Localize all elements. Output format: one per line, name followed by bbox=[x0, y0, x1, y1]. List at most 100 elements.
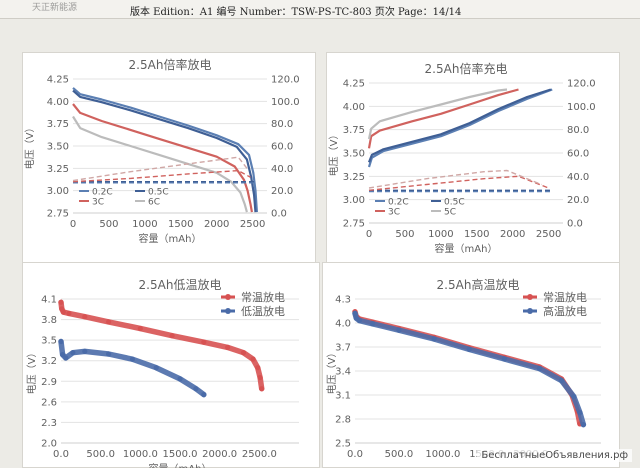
data-point bbox=[370, 321, 376, 327]
data-point bbox=[66, 310, 72, 316]
x-tick-label: 500 bbox=[395, 229, 414, 240]
y2-tick-label: 0.0 bbox=[567, 219, 583, 230]
data-point bbox=[352, 310, 358, 316]
series-trail-1 bbox=[58, 299, 265, 392]
data-point bbox=[153, 365, 159, 371]
data-point bbox=[201, 339, 207, 345]
data-point bbox=[580, 422, 586, 428]
chart-rate-charge: 2.75 3.00 3.25 3.50 3.75 4.00 4.25 0.0 20.0 40.0 6… bbox=[327, 61, 596, 255]
x-axis-label: 容量（mAh） bbox=[435, 242, 498, 255]
x-tick-label: 0.0 bbox=[347, 449, 363, 460]
y-tick-label: 3.75 bbox=[47, 119, 69, 130]
chart-title: 2.5Ah低温放电 bbox=[139, 277, 222, 292]
x-tick-label: 1000 bbox=[428, 229, 453, 240]
y-tick-label: 3.25 bbox=[343, 172, 365, 183]
y-tick-label: 2.8 bbox=[335, 415, 351, 426]
x-tick-label: 1500.0 bbox=[163, 449, 198, 460]
y-tick-label: 3.4 bbox=[335, 367, 351, 378]
legend-label: 6C bbox=[148, 198, 160, 208]
document-header: 版本 Edition：A1 编号 Number：TSW-PS-TC-803 页次… bbox=[130, 7, 462, 18]
data-point bbox=[137, 325, 143, 332]
series-trail-2 bbox=[352, 310, 587, 428]
legend-label: 0.5C bbox=[444, 198, 465, 208]
series-line-2 bbox=[72, 89, 257, 213]
temperature-line bbox=[368, 175, 549, 191]
y-tick-label: 4.00 bbox=[47, 97, 69, 108]
y-axis-label: 电压（V） bbox=[325, 348, 338, 395]
series-line-2 bbox=[367, 88, 552, 163]
y-tick-label: 3.50 bbox=[47, 142, 69, 153]
y-tick-label: 2.5 bbox=[335, 439, 351, 450]
y2-tick-label: 60.0 bbox=[271, 142, 293, 153]
y2-tick-label: 40.0 bbox=[567, 172, 589, 183]
data-point bbox=[169, 333, 175, 339]
x-tick-label: 500.0 bbox=[385, 449, 414, 460]
y-axis-label: 电压（V） bbox=[327, 130, 340, 177]
series-line-1 bbox=[72, 87, 258, 213]
x-axis-label: 容量（mAh） bbox=[149, 462, 212, 468]
legend-label: 3C bbox=[92, 198, 104, 208]
legend-marker bbox=[225, 294, 231, 300]
data-point bbox=[82, 314, 88, 320]
data-point bbox=[106, 319, 112, 325]
data-point bbox=[396, 327, 402, 333]
y2-tick-label: 20.0 bbox=[271, 186, 293, 197]
y-tick-label: 4.25 bbox=[47, 75, 69, 86]
x-tick-label: 0 bbox=[366, 229, 372, 240]
x-tick-label: 1000.0 bbox=[123, 449, 158, 460]
y2-tick-label: 120.0 bbox=[567, 79, 596, 90]
legend-label: 常温放电 bbox=[543, 290, 587, 304]
chart-panel-low-temp-discharge: 2.0 2.3 2.6 2.9 3.2 3.5 3.8 4.1 0.0 500.0 1000.0 15… bbox=[22, 262, 320, 468]
data-point bbox=[501, 356, 507, 362]
data-point bbox=[257, 374, 263, 381]
series-line-1 bbox=[367, 88, 553, 168]
y-tick-label: 3.50 bbox=[343, 149, 365, 160]
x-tick-label: 1000.0 bbox=[425, 449, 460, 460]
y-tick-label: 2.75 bbox=[343, 219, 365, 230]
data-point bbox=[82, 348, 88, 354]
data-point bbox=[63, 355, 69, 361]
y-tick-label: 3.00 bbox=[343, 195, 365, 206]
x-tick-label: 0.0 bbox=[53, 449, 69, 460]
legend-label: 5C bbox=[444, 208, 456, 218]
chart-title: 2.5Ah高温放电 bbox=[437, 277, 520, 292]
legend-label: 3C bbox=[388, 208, 400, 218]
data-point bbox=[255, 365, 261, 371]
y-tick-label: 3.5 bbox=[41, 336, 57, 347]
y-tick-label: 4.00 bbox=[343, 102, 365, 113]
chart-title: 2.5Ah倍率充电 bbox=[425, 61, 508, 76]
temperature-line bbox=[72, 169, 251, 183]
legend-label: 低温放电 bbox=[241, 304, 285, 318]
x-tick-label: 0 bbox=[70, 219, 76, 230]
y2-tick-label: 100.0 bbox=[567, 102, 596, 113]
data-point bbox=[58, 299, 64, 305]
data-point bbox=[177, 376, 183, 382]
data-point bbox=[106, 351, 112, 357]
legend-label: 0.2C bbox=[92, 188, 113, 198]
data-point bbox=[577, 410, 583, 416]
data-point bbox=[240, 350, 247, 356]
data-point bbox=[225, 344, 231, 350]
data-point bbox=[466, 346, 472, 352]
x-tick-label: 1500 bbox=[168, 219, 193, 230]
x-tick-label: 2500 bbox=[240, 219, 265, 230]
temperature-line bbox=[368, 169, 542, 189]
data-point bbox=[60, 352, 66, 358]
document-header-bar: 天正新能源 版本 Edition：A1 编号 Number：TSW-PS-TC-… bbox=[0, 0, 640, 19]
x-tick-label: 1000 bbox=[132, 219, 157, 230]
y-tick-label: 2.0 bbox=[41, 439, 57, 450]
legend-marker bbox=[527, 294, 533, 300]
y2-tick-label: 20.0 bbox=[567, 195, 589, 206]
y-tick-label: 4.0 bbox=[335, 319, 351, 330]
series-line-3 bbox=[367, 88, 519, 149]
chart-rate-discharge: 2.75 3.00 3.25 3.50 3.75 4.00 4.25 0.0 20.0 40.0 6… bbox=[23, 57, 300, 245]
legend-label: 0.5C bbox=[148, 188, 169, 198]
data-point bbox=[558, 378, 565, 384]
y2-tick-label: 80.0 bbox=[271, 119, 293, 130]
data-point bbox=[259, 386, 265, 392]
y-tick-label: 4.25 bbox=[343, 79, 365, 90]
legend-marker bbox=[225, 308, 231, 314]
y-tick-label: 3.75 bbox=[343, 125, 365, 136]
data-point bbox=[356, 318, 362, 324]
data-point bbox=[70, 350, 76, 356]
